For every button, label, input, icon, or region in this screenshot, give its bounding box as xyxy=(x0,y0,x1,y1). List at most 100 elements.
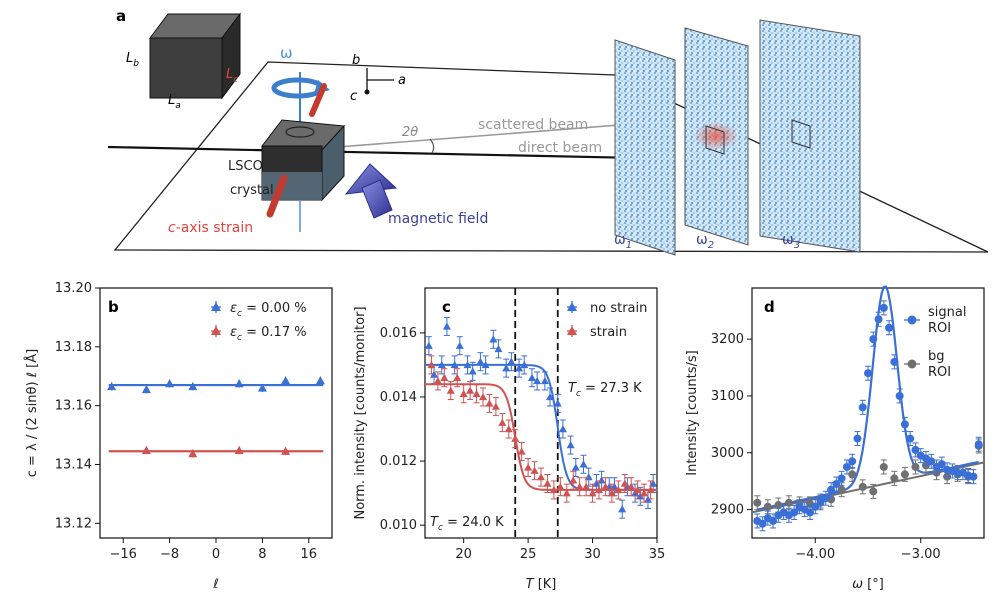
legend-marker xyxy=(211,326,221,335)
strain-rod-upper xyxy=(309,83,327,117)
x-tick-label: 30 xyxy=(584,547,601,562)
panel-d-ylabel: Intensity [counts/s] xyxy=(685,350,700,475)
legend-entry-signal-line2: ROI xyxy=(928,321,951,336)
y-tick-label: 13.18 xyxy=(55,340,92,355)
data-point-1 xyxy=(607,489,616,497)
data-point-0 xyxy=(437,360,446,369)
omega-symbol: ω xyxy=(280,44,293,62)
y-tick-label: 0.016 xyxy=(380,326,417,341)
data-point-1 xyxy=(556,482,565,490)
two-theta-label: 2θ xyxy=(402,125,418,140)
signal-data-point xyxy=(906,434,915,443)
dimension-cube xyxy=(149,12,241,100)
signal-data-point xyxy=(853,434,862,443)
legend-marker xyxy=(907,359,917,369)
y-tick-label: 3100 xyxy=(711,389,744,404)
strain-rod-lower xyxy=(266,174,288,218)
data-point-1 xyxy=(511,434,520,442)
data-point-1 xyxy=(543,479,552,487)
data-point-1 xyxy=(466,386,475,394)
data-point-1 xyxy=(549,485,558,494)
x-tick-label: 35 xyxy=(649,547,666,562)
y-tick-label: 13.20 xyxy=(55,281,92,296)
data-point-0 xyxy=(455,341,464,349)
signal-data-point xyxy=(832,480,841,489)
data-point-0 xyxy=(424,341,433,349)
data-point-1 xyxy=(479,392,487,401)
panel-d-axes: −4.00 −3.00 2900 3000 3100 3200 xyxy=(711,332,941,562)
data-point-1 xyxy=(595,485,603,494)
axis-c-dot xyxy=(364,89,370,95)
x-tick-label: 20 xyxy=(455,547,472,562)
legend-entry-strained: εc = 0.17 % xyxy=(230,325,307,343)
legend-entry-bg-line2: ROI xyxy=(928,365,951,380)
detector-label-2: ω2 xyxy=(696,232,714,251)
signal-data-point xyxy=(806,508,814,517)
data-point-0 xyxy=(649,479,658,487)
two-theta-arc xyxy=(429,138,435,154)
data-point-1 xyxy=(440,373,449,381)
panel-c-xlabel: T [K] xyxy=(526,577,557,592)
data-point-0 xyxy=(579,460,588,468)
data-point-0 xyxy=(584,473,593,481)
x-tick-label: −16 xyxy=(109,547,136,562)
data-point-0 xyxy=(592,479,601,487)
data-point-0 xyxy=(489,335,498,343)
data-point-0 xyxy=(450,360,459,369)
data-point-1 xyxy=(627,482,636,490)
signal-data-point xyxy=(900,420,909,429)
data-point-0 xyxy=(315,376,325,385)
data-point-0 xyxy=(468,367,477,375)
data-point-0 xyxy=(234,379,244,388)
data-point-0 xyxy=(165,379,175,388)
bg-data-point xyxy=(763,502,772,511)
panel-d-frame xyxy=(751,287,985,539)
panel-b: b −16 −8 0 8 16 13.12 13.14 13.16 13.18 13.20 c =… xyxy=(24,281,333,592)
data-point-1 xyxy=(569,476,578,484)
data-point-1 xyxy=(582,482,591,490)
scattered-beam-line xyxy=(324,123,633,149)
bg-data-point xyxy=(837,485,846,494)
signal-data-point xyxy=(811,502,820,511)
panel-d: d −4.00 −3.00 2900 3000 3100 3200 Intensity [… xyxy=(685,285,985,592)
data-point-1 xyxy=(472,389,481,397)
detector-1 xyxy=(614,39,676,256)
data-point-1 xyxy=(234,445,244,454)
direct-beam-label: direct beam xyxy=(518,140,602,156)
label-La: La xyxy=(168,93,181,111)
bg-data-point xyxy=(869,487,878,496)
data-point-0 xyxy=(442,322,451,330)
data-point-1 xyxy=(491,402,500,410)
panel-c: c 20 25 30 35 0.010 0.012 0.014 0.016 Norm. int… xyxy=(353,287,665,592)
data-point-1 xyxy=(517,447,526,455)
data-point-0 xyxy=(507,357,516,365)
data-point-1 xyxy=(530,466,539,474)
label-Lc: Lc xyxy=(226,67,238,85)
axis-b-label: b xyxy=(352,53,360,68)
data-point-0 xyxy=(553,399,562,407)
panel-c-frame xyxy=(424,287,658,539)
data-point-0 xyxy=(533,376,542,385)
data-point-0 xyxy=(257,383,267,392)
sample-label-line2: crystal xyxy=(230,183,274,198)
signal-data-point xyxy=(821,494,830,503)
legend-marker xyxy=(907,315,917,325)
x-tick-label: 16 xyxy=(301,547,318,562)
data-point-1 xyxy=(620,479,629,487)
data-point-1 xyxy=(537,473,545,481)
panel-c-axes: 20 25 30 35 0.010 0.012 0.014 0.016 xyxy=(380,326,665,562)
magnetic-field-label: magnetic field xyxy=(388,211,488,227)
lsco-crystal xyxy=(261,119,346,202)
detector-label-3: ω3 xyxy=(782,232,800,251)
data-point-1 xyxy=(504,425,513,433)
panel-d-letter: d xyxy=(764,298,775,316)
signal-data-point xyxy=(827,485,836,494)
data-point-0 xyxy=(566,441,575,449)
detector-label-1: ω1 xyxy=(614,232,632,251)
data-point-0 xyxy=(546,392,555,401)
y-tick-label: 2900 xyxy=(711,503,744,518)
signal-data-point xyxy=(927,457,936,466)
bg-data-point xyxy=(848,470,857,479)
panel-a: a Lb La Lc ω 2θ scattered beam direct be… xyxy=(107,7,989,256)
sample-label-line1: LSCO xyxy=(228,159,263,174)
